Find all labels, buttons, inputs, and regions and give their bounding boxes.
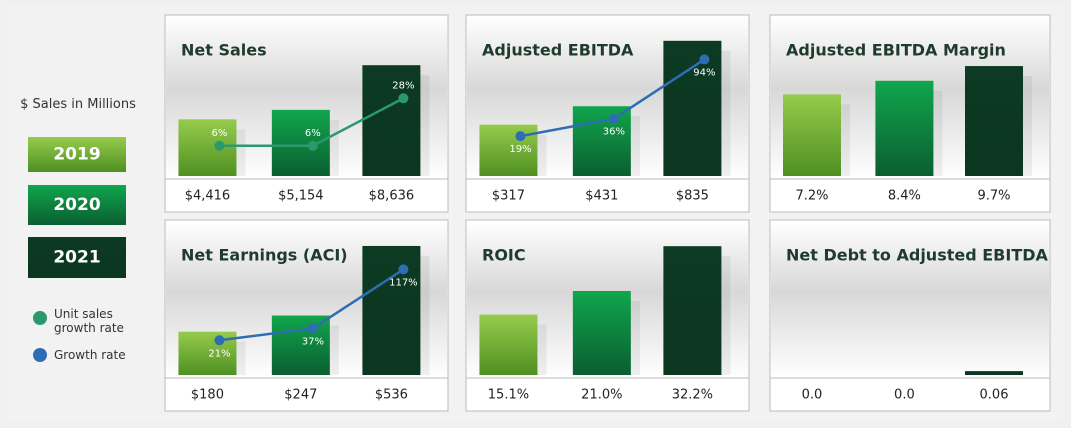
legend-year-box [28,137,126,172]
legend-year: 2020 [53,195,100,215]
bar [479,124,538,176]
growth-point [307,140,318,151]
growth-point [214,335,225,346]
legend-heading: $ Sales in Millions [20,98,136,112]
value-label: $536 [375,388,408,403]
legend-year-box [28,185,126,225]
legend-dot [33,311,47,325]
panel-plot-area [771,221,1049,378]
value-label: 0.0 [802,388,823,403]
bar [663,246,722,375]
bar [362,245,421,375]
legend-year-box [28,237,126,278]
legend-year: 2021 [53,248,100,268]
panel-title: Adjusted EBITDA Margin [786,41,1006,60]
growth-label: 21% [208,348,230,359]
value-label: $5,154 [278,189,324,204]
value-label: $4,416 [185,189,231,204]
panel-title: Net Sales [181,41,267,60]
panel-title: Adjusted EBITDA [482,41,634,60]
panel-title: Net Earnings (ACI) [181,246,348,265]
growth-label: 94% [693,67,715,78]
value-label: 21.0% [581,388,622,403]
panel-title: ROIC [482,246,526,265]
growth-label: 19% [509,144,531,155]
legend-heading-box: $ Sales in Millions [20,98,136,112]
growth-label: 6% [305,128,321,139]
value-label: $247 [284,388,317,403]
value-label: 8.4% [888,189,921,204]
panel-title: Net Debt to Adjusted EBITDA [786,246,1049,265]
bar [572,291,631,375]
value-label: $8,636 [369,189,415,204]
bar [783,94,841,176]
bar [362,65,421,176]
value-label: 0.06 [980,388,1009,403]
legend-label-box: Unit sales growth rate [54,307,124,335]
bar [271,315,330,375]
growth-point [398,93,409,104]
value-label: 7.2% [795,189,828,204]
value-label: $180 [191,388,224,403]
growth-label: 6% [212,128,228,139]
legend-dot [33,348,47,362]
growth-point [307,323,318,334]
legend-year: 2019 [53,145,100,165]
growth-label: 28% [392,80,414,91]
growth-point [214,140,225,151]
bar [479,314,538,375]
growth-label: 117% [389,277,418,288]
growth-point [515,131,526,142]
legend-label-box: Growth rate [54,348,126,362]
bar [965,371,1023,375]
bar [572,106,631,176]
legend-label: Unit sales growth rate [54,307,124,335]
growth-point [699,54,710,65]
value-label: 9.7% [977,189,1010,204]
legend-label: Growth rate [54,348,126,362]
growth-label: 37% [302,336,324,347]
value-label: $835 [676,189,709,204]
value-label: $431 [585,189,618,204]
bar [663,40,722,176]
growth-point [398,264,409,275]
bar [965,66,1023,176]
value-label: 15.1% [488,388,529,403]
bar [271,109,330,176]
bar [178,119,237,176]
growth-point [608,113,619,124]
value-label: 32.2% [672,388,713,403]
value-label: $317 [492,189,525,204]
bar [875,80,934,176]
value-label: 0.0 [894,388,915,403]
growth-label: 36% [603,127,625,138]
